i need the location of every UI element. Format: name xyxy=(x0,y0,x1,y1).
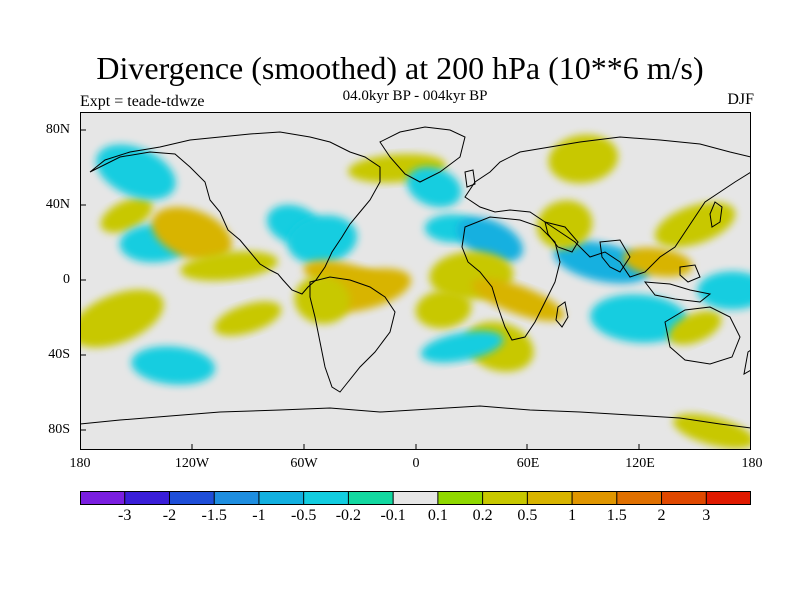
colorbar-label: -0.2 xyxy=(335,507,362,524)
lat-label-40n: 40N xyxy=(45,197,70,212)
lon-label-0: 0 xyxy=(412,456,420,471)
lat-label-80n: 80N xyxy=(45,122,70,137)
divergence-region xyxy=(131,346,216,385)
lon-label-120w: 120W xyxy=(174,456,210,471)
colorbar-swatch xyxy=(303,491,349,505)
colorbar-swatch xyxy=(258,491,305,505)
season-label: DJF xyxy=(727,91,754,108)
divergence-region xyxy=(420,330,504,363)
divergence-region xyxy=(654,202,736,248)
divergence-region xyxy=(457,217,523,263)
colorbar-swatch xyxy=(393,491,439,505)
colorbar-label: 0.1 xyxy=(427,507,448,524)
colorbar-swatch xyxy=(706,491,751,505)
colorbar-label: -2 xyxy=(162,507,177,524)
divergence-map xyxy=(80,112,751,450)
colorbar-swatch xyxy=(124,491,170,505)
lat-label-0: 0 xyxy=(63,272,70,287)
divergence-region xyxy=(697,271,751,310)
colorbar-label: -1.5 xyxy=(201,507,227,524)
divergence-region xyxy=(406,166,462,208)
divergence-region xyxy=(180,251,278,281)
colorbar-label: -0.5 xyxy=(290,507,317,524)
colorbar-label: -3 xyxy=(118,507,132,524)
colorbar-label: 1.5 xyxy=(606,507,627,524)
colorbar-swatch xyxy=(214,491,260,505)
colorbar-label: 0.2 xyxy=(472,507,493,524)
divergence-region xyxy=(553,241,650,284)
divergence-region xyxy=(623,247,693,277)
colorbar-label: 2 xyxy=(657,507,666,524)
colorbar-swatch xyxy=(80,491,126,505)
colorbar-swatch xyxy=(527,491,573,505)
colorbar-label: 1 xyxy=(568,507,577,524)
divergence-region xyxy=(548,134,619,184)
colorbar-swatch xyxy=(437,491,484,505)
divergence-region xyxy=(590,294,689,343)
subtitle: 04.0kyr BP - 004kyr BP xyxy=(342,88,488,104)
colorbar-label: 3 xyxy=(702,507,711,524)
divergence-region xyxy=(287,215,358,265)
divergence-region xyxy=(294,275,351,324)
divergence-region xyxy=(415,290,472,329)
divergence-region xyxy=(151,207,232,262)
page-title: Divergence (smoothed) at 200 hPa (10**6 … xyxy=(96,50,704,86)
lon-label-120e: 120E xyxy=(625,456,655,471)
coastlines xyxy=(80,126,751,429)
divergence-region xyxy=(96,144,176,200)
lon-label-60w: 60W xyxy=(290,456,318,471)
lat-label-40s: 40S xyxy=(48,347,70,362)
colorbar-swatch xyxy=(616,491,663,505)
lon-label-60e: 60E xyxy=(516,456,540,471)
divergence-region xyxy=(80,289,164,348)
lon-label-180w: 180 xyxy=(69,456,91,471)
lon-label-180e: 180 xyxy=(741,456,763,471)
colorbar-label: 0.5 xyxy=(517,507,538,524)
colorbar-swatch xyxy=(348,491,394,505)
lat-label-80s: 80S xyxy=(48,422,70,437)
divergence-region xyxy=(668,310,722,345)
divergence-region xyxy=(214,301,282,336)
colorbar xyxy=(80,491,751,505)
colorbar-label: -1 xyxy=(252,507,266,524)
experiment-label: Expt = teade-tdwze xyxy=(80,93,205,110)
axis-ticks xyxy=(80,129,640,450)
colorbar-swatch xyxy=(572,491,618,505)
divergence-region xyxy=(100,197,153,233)
divergence-region xyxy=(672,413,751,449)
colorbar-swatch xyxy=(169,491,215,505)
colorbar-swatch xyxy=(482,491,528,505)
colorbar-label: -0.1 xyxy=(380,507,406,524)
colorbar-swatch xyxy=(661,491,707,505)
